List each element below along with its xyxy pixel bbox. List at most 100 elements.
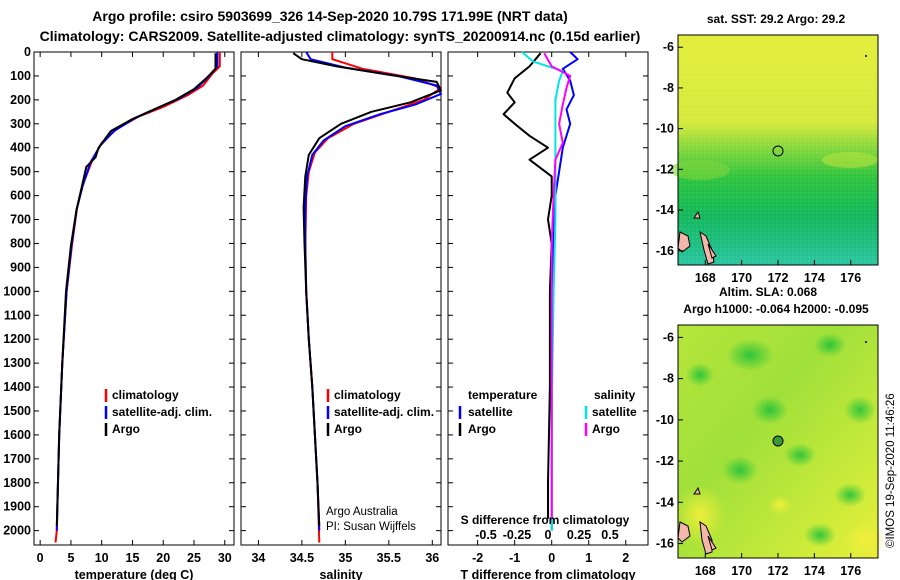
map-lon-label: 172 [768, 564, 789, 578]
s-difference-tick-label: -0.5 [475, 528, 497, 542]
x-tick-label: 15 [126, 551, 140, 565]
legend-label-t-argo: Argo [468, 422, 496, 436]
x-tick-label: 34.5 [290, 551, 314, 565]
depth-axis: 0 100 200 300 400 500 600 700 800 900 1000 1100 1200… [3, 45, 31, 538]
x-tick-label: 25 [187, 551, 201, 565]
depth-tick-label: 700 [10, 213, 31, 227]
land-patch [707, 535, 717, 551]
x-tick-label: 2 [622, 551, 629, 565]
depth-tick-label: 1200 [3, 332, 31, 346]
s-difference-tick-label: 0.5 [601, 528, 618, 542]
x-tick-label: 5 [67, 551, 74, 565]
x-tick-label: 36 [425, 551, 439, 565]
s-difference-tick-label: 0 [545, 528, 552, 542]
x-tick-label: -2 [472, 551, 483, 565]
x-tick-label: 0 [548, 551, 555, 565]
map-lat-label: -10 [656, 122, 674, 136]
argo-position-marker [772, 435, 784, 447]
sst-map [670, 34, 879, 266]
sst-map-title: sat. SST: 29.2 Argo: 29.2 [707, 12, 846, 26]
land-patch [693, 210, 701, 219]
land-patch [707, 243, 717, 259]
map-lon-label: 168 [695, 564, 716, 578]
temperature-legend: climatology satellite-adj. clim. Argo [104, 388, 212, 436]
series-line-argo [292, 52, 442, 526]
depth-tick-label: 0 [24, 45, 31, 59]
map-lon-label: 174 [804, 271, 825, 285]
depth-tick-label: 900 [10, 260, 31, 274]
temperature-panel [33, 51, 235, 546]
depth-tick-label: 600 [10, 189, 31, 203]
salinity-panel [240, 51, 442, 546]
map-lat-label: -8 [663, 81, 674, 95]
map-lat-label: -8 [663, 372, 674, 386]
depth-tick-label: 300 [10, 117, 31, 131]
map-lat-label: -16 [656, 244, 674, 258]
legend-label-climatology: climatology [334, 388, 401, 402]
x-tick-label: 30 [218, 551, 232, 565]
legend-label-t-satellite: satellite [468, 405, 513, 419]
salinity-legend: climatology satellite-adj. clim. Argo Ar… [326, 388, 434, 533]
sla-map-title-line2: Argo h1000: -0.064 h2000: -0.095 [683, 302, 869, 316]
depth-tick-label: 1100 [4, 308, 31, 322]
imos-timestamp: ©IMOS 19-Sep-2020 11:46:26 [885, 393, 897, 548]
argo-position-marker [772, 145, 784, 157]
x-tick-label: 20 [156, 551, 170, 565]
attribution-line1: Argo Australia [326, 506, 398, 518]
figure-title-line2: Climatology: CARS2009. Satellite-adjuste… [40, 28, 641, 44]
s-difference-axis-title: S difference from climatology [461, 513, 630, 527]
map-lat-label: -16 [656, 537, 674, 551]
map-lat-label: -6 [663, 330, 674, 344]
x-tick-label: -1 [509, 551, 520, 565]
series-line-t-argo [502, 52, 553, 519]
map-lon-label: 176 [840, 564, 861, 578]
depth-tick-label: 1400 [3, 380, 31, 394]
legend-label-s-argo: Argo [592, 422, 620, 436]
map-lon-label: 170 [731, 564, 752, 578]
x-axis-label: T difference from climatology [460, 568, 635, 580]
legend-label-climatology: climatology [112, 388, 179, 402]
legend-title-temperature: temperature [468, 388, 538, 402]
series-line-s-argo [543, 52, 572, 519]
depth-tick-label: 100 [10, 69, 31, 83]
s-difference-tick-label: 0.25 [567, 528, 591, 542]
salinity-chart: 34 34.5 35 35.5 36 salinity [241, 51, 442, 580]
map-lon-label: 174 [804, 564, 825, 578]
depth-tick-label: 2000 [3, 524, 31, 538]
difference-legend: temperature satellite Argo salinity sate… [458, 388, 637, 527]
map-lon-label: 170 [731, 271, 752, 285]
depth-tick-label: 1900 [3, 500, 31, 514]
attribution-line2: PI: Susan Wijffels [326, 521, 416, 533]
map-lon-label: 168 [695, 271, 716, 285]
map-lat-label: -14 [656, 203, 674, 217]
x-tick-label: 1 [585, 551, 592, 565]
x-tick-label: 10 [95, 551, 109, 565]
map-lat-label: -10 [656, 413, 674, 427]
map-lat-label: -12 [656, 162, 674, 176]
map-lat-label: -12 [656, 454, 674, 468]
sla-map [674, 324, 885, 559]
legend-title-salinity: salinity [594, 388, 636, 402]
map-lat-label: -6 [663, 40, 674, 54]
s-difference-tick-label: -0.25 [503, 528, 532, 542]
x-tick-label: 35 [338, 551, 352, 565]
land-patch [699, 230, 715, 265]
depth-tick-label: 1500 [3, 404, 31, 418]
x-axis-label: salinity [319, 568, 362, 580]
map-lon-label: 172 [768, 271, 789, 285]
depth-tick-label: 1300 [3, 356, 31, 370]
depth-tick-label: 400 [10, 141, 31, 155]
difference-chart: -2 -1 0 1 2 T difference from climatology -0.5… [448, 51, 648, 580]
legend-label-argo: Argo [112, 422, 140, 436]
legend-label-argo: Argo [334, 422, 362, 436]
land-patch [699, 520, 713, 555]
depth-tick-label: 1700 [3, 452, 31, 466]
map-lon-label: 176 [840, 271, 861, 285]
legend-label-satellite: satellite-adj. clim. [334, 405, 434, 419]
figure-title-line1: Argo profile: csiro 5903699_326 14-Sep-2… [92, 8, 567, 24]
depth-tick-label: 500 [10, 165, 31, 179]
depth-tick-label: 800 [10, 236, 31, 250]
x-axis-label: temperature (deg C) [75, 568, 194, 580]
land-patch [693, 486, 701, 495]
